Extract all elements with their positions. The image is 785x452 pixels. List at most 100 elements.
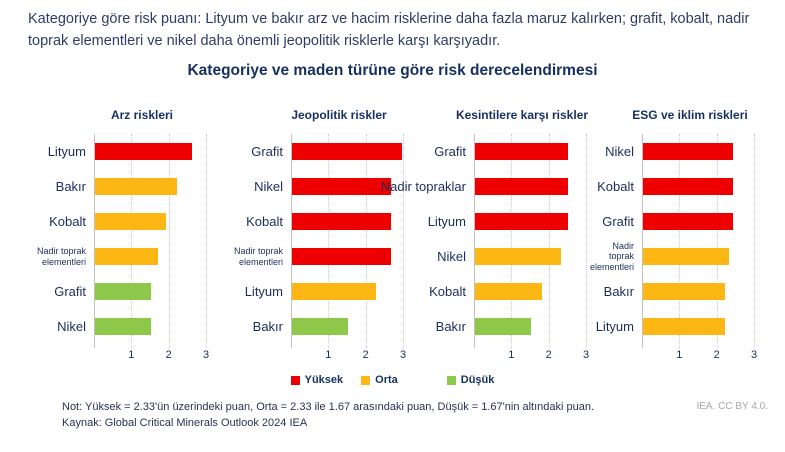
bar-row: Lityum (595, 309, 766, 344)
bar-row: Nikel (218, 169, 415, 204)
risk-bar (475, 143, 569, 160)
bar-cell (291, 274, 415, 309)
plot-area: Nikel Kobalt Grafit Nadir toprak elementler… (590, 134, 766, 348)
category-label-cell: Bakır (598, 274, 642, 309)
bar-row: Grafit (415, 134, 598, 169)
bar-cell (94, 169, 218, 204)
category-label-cell: Lityum (218, 274, 291, 309)
category-label: Lityum (427, 214, 466, 229)
x-tick-label: 2 (713, 349, 720, 361)
chart-2: Jeopolitik riskler Grafit Nikel Kobalt Nadir… (218, 108, 415, 364)
category-label: Grafit (434, 144, 466, 159)
legend-label: Orta (375, 374, 398, 386)
legend-item: Orta (361, 374, 398, 386)
bar-cell (291, 169, 415, 204)
bar-cell (474, 309, 598, 344)
risk-bar (643, 248, 729, 265)
bar-row: Bakır (2, 169, 218, 204)
bar-cell (474, 204, 598, 239)
plot-area: Lityum Bakır Kobalt Nadir toprak elementler… (2, 134, 218, 348)
bar-cell (474, 274, 598, 309)
risk-bar (292, 178, 391, 195)
category-label-cell: Grafit (415, 134, 474, 169)
chart-title: ESG ve iklim riskleri (632, 108, 748, 122)
category-label-cell: Kobalt (597, 169, 642, 204)
bar-cell (291, 204, 415, 239)
category-label: Nikel (605, 144, 634, 159)
risk-bar (95, 283, 151, 300)
x-tick-label: 1 (325, 349, 332, 361)
bar-row: Grafit (598, 204, 766, 239)
x-tick-label: 3 (202, 349, 210, 361)
risk-bar (95, 318, 151, 335)
category-label-cell: Nikel (218, 169, 291, 204)
bar-cell (474, 134, 598, 169)
bar-row: Grafit (2, 274, 218, 309)
risk-bar (643, 143, 733, 160)
category-label: Nikel (254, 179, 283, 194)
bar-cell (94, 134, 218, 169)
legend-item: Yüksek (290, 374, 344, 386)
bar-row: Nikel (2, 309, 218, 344)
bar-row: Nadir topraklar (381, 169, 598, 204)
category-label: Lityum (47, 144, 86, 159)
bar-cell (291, 309, 415, 344)
x-axis: 1 2 3 (642, 346, 757, 364)
category-label-cell: Bakır (2, 169, 94, 204)
category-label: Nikel (437, 249, 466, 264)
legend-item: Düşük (446, 374, 494, 386)
category-label-cell: Grafit (598, 204, 642, 239)
category-label: Lityum (595, 319, 634, 334)
risk-bar (292, 213, 391, 230)
risk-bar (292, 283, 376, 300)
risk-bar (643, 178, 733, 195)
bar-row: Lityum (415, 204, 598, 239)
x-tick-label: 2 (545, 349, 552, 361)
bar-cell (474, 239, 598, 274)
license-text: IEA. CC BY 4.0. (696, 401, 768, 412)
risk-bar (475, 318, 531, 335)
category-label: Grafit (602, 214, 634, 229)
category-label: Grafit (251, 144, 283, 159)
x-tick-label: 3 (582, 349, 590, 361)
category-label: Kobalt (246, 214, 283, 229)
bar-row: Bakır (598, 274, 766, 309)
charts-row: Arz riskleri Lityum Bakır Kobalt Nadir topra… (2, 108, 785, 364)
bar-row: Lityum (2, 134, 218, 169)
category-label-cell: Grafit (2, 274, 94, 309)
bar-cell (642, 134, 766, 169)
category-label-cell: Nikel (598, 134, 642, 169)
gridlines (474, 134, 587, 348)
category-label: Kobalt (597, 179, 634, 194)
x-tick-label: 1 (676, 349, 683, 361)
category-label-cell: Kobalt (415, 274, 474, 309)
risk-bar (95, 248, 159, 265)
legend-label: Yüksek (304, 374, 344, 386)
risk-bar (643, 213, 733, 230)
x-axis: 1 2 3 (291, 346, 406, 364)
bar-row: Nadir toprak elementleri (218, 239, 415, 274)
chart-title: Kesintilere karşı riskler (455, 108, 589, 122)
risk-bar (643, 283, 726, 300)
bar-cell (642, 239, 766, 274)
bar-cell (642, 169, 766, 204)
x-tick-label: 1 (508, 349, 515, 361)
category-label-cell: Lityum (415, 204, 474, 239)
risk-bar (643, 318, 726, 335)
bar-row: Nikel (598, 134, 766, 169)
category-label-cell: Grafit (218, 134, 291, 169)
legend-swatch-icon (446, 375, 456, 385)
legend: Yüksek Orta Düşük (0, 374, 785, 386)
risk-bar (95, 213, 166, 230)
risk-bar (292, 248, 391, 265)
chart-1: Arz riskleri Lityum Bakır Kobalt Nadir topra… (2, 108, 218, 364)
x-axis: 1 2 3 (94, 346, 210, 364)
intro-text: Kategoriye göre risk puanı: Lityum ve ba… (28, 11, 750, 49)
bar-cell (474, 169, 598, 204)
category-label: Bakır (55, 179, 86, 194)
risk-bar (475, 248, 561, 265)
bar-row: Nadir toprak elementleri (590, 239, 766, 274)
report-page: Kategoriye göre risk puanı: Lityum ve ba… (0, 8, 785, 431)
bar-cell (94, 204, 218, 239)
category-label-cell: Lityum (2, 134, 94, 169)
